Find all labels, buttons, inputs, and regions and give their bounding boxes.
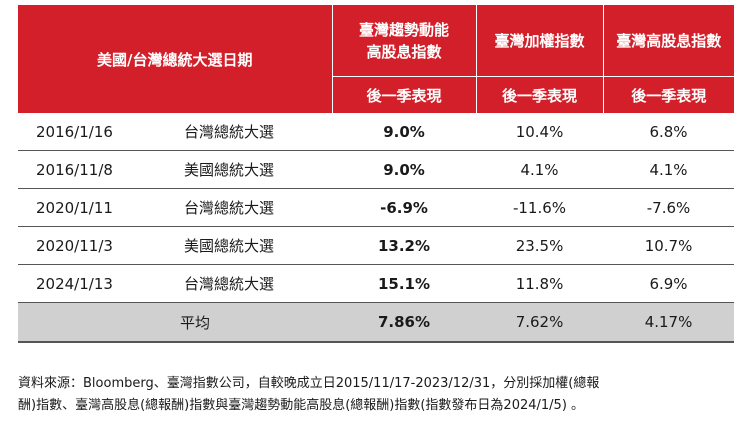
row-date: 2016/1/16: [18, 113, 128, 151]
average-row: 平均 7.86% 7.62% 4.17%: [18, 302, 735, 343]
col-header-momentum-line1: 臺灣趨勢動能: [359, 20, 450, 39]
table-row: 2020/11/3 美國總統大選 13.2% 23.5% 10.7%: [18, 226, 735, 265]
sub-header-momentum: 後一季表現: [331, 76, 477, 113]
table-row: 2016/11/8 美國總統大選 9.0% 4.1% 4.1%: [18, 150, 735, 189]
row-event: 台灣總統大選: [128, 264, 333, 303]
average-taiex-value: 7.62%: [476, 302, 604, 343]
sub-header-taiex: 後一季表現: [475, 76, 604, 113]
table-row: 2016/1/16 台灣總統大選 9.0% 10.4% 6.8%: [18, 113, 735, 151]
row-taiex-value: 10.4%: [476, 113, 604, 151]
footnote-line-2: 酬)指數、臺灣高股息(總報酬)指數與臺灣趨勢動能高股息(總報酬)指數(指數發布日…: [18, 398, 585, 413]
performance-table: 美國/台灣總統大選日期 臺灣趨勢動能 高股息指數 臺灣加權指數 臺灣高股息指數 …: [18, 5, 735, 343]
average-label: 平均: [18, 302, 333, 343]
footnote-line-1: 資料來源：Bloomberg、臺灣指數公司，自較晚成立日2015/11/17-2…: [18, 376, 600, 391]
row-momentum-value: 9.0%: [332, 150, 477, 189]
row-event: 台灣總統大選: [128, 113, 333, 151]
row-momentum-value: -6.9%: [332, 188, 477, 227]
date-column-header: 美國/台灣總統大選日期: [18, 5, 333, 113]
row-momentum-value: 15.1%: [332, 264, 477, 303]
row-high-dividend-value: 10.7%: [603, 226, 735, 265]
col-header-taiex: 臺灣加權指數: [475, 5, 604, 77]
row-event: 美國總統大選: [128, 150, 333, 189]
row-event: 台灣總統大選: [128, 188, 333, 227]
row-momentum-value: 13.2%: [332, 226, 477, 265]
average-momentum-value: 7.86%: [332, 302, 477, 343]
row-date: 2016/11/8: [18, 150, 128, 189]
row-taiex-value: 23.5%: [476, 226, 604, 265]
row-high-dividend-value: 6.9%: [603, 264, 735, 303]
sub-header-high-dividend: 後一季表現: [602, 76, 735, 113]
row-event: 美國總統大選: [128, 226, 333, 265]
row-date: 2024/1/13: [18, 264, 128, 303]
row-momentum-value: 9.0%: [332, 113, 477, 151]
average-high-dividend-value: 4.17%: [603, 302, 735, 343]
col-header-momentum-line2: 高股息指數: [366, 42, 442, 61]
source-footnote: 資料來源：Bloomberg、臺灣指數公司，自較晚成立日2015/11/17-2…: [18, 373, 740, 417]
row-taiex-value: 11.8%: [476, 264, 604, 303]
col-header-momentum-index: 臺灣趨勢動能 高股息指數: [331, 5, 477, 77]
row-high-dividend-value: -7.6%: [603, 188, 735, 227]
row-date: 2020/11/3: [18, 226, 128, 265]
row-high-dividend-value: 4.1%: [603, 150, 735, 189]
row-date: 2020/1/11: [18, 188, 128, 227]
row-high-dividend-value: 6.8%: [603, 113, 735, 151]
table-row: 2020/1/11 台灣總統大選 -6.9% -11.6% -7.6%: [18, 188, 735, 227]
row-taiex-value: -11.6%: [476, 188, 604, 227]
col-header-high-dividend: 臺灣高股息指數: [602, 5, 735, 77]
table-row: 2024/1/13 台灣總統大選 15.1% 11.8% 6.9%: [18, 264, 735, 303]
row-taiex-value: 4.1%: [476, 150, 604, 189]
